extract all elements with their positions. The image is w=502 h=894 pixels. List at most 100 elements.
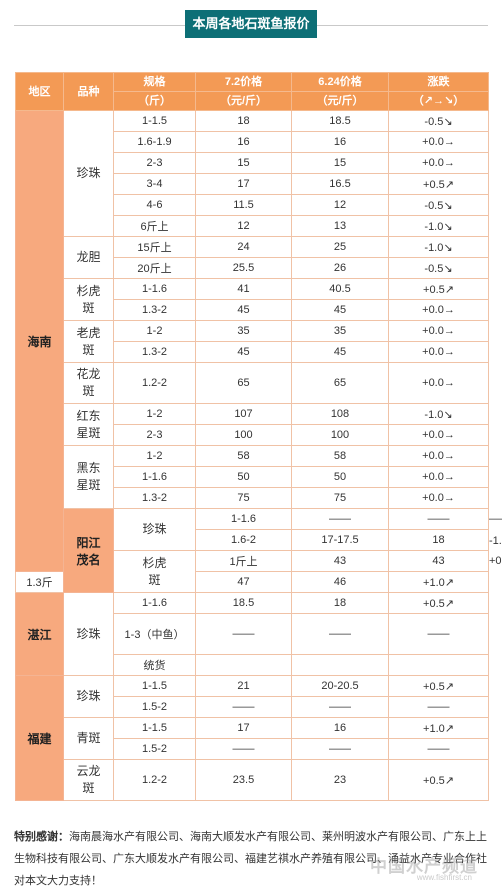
- price-b-cell: 16.5: [291, 173, 389, 195]
- price-a-cell: 23.5: [195, 759, 292, 801]
- variety-cell: 杉虎斑: [63, 278, 114, 321]
- price-a-cell: ——: [291, 508, 389, 530]
- header-change: 涨跌: [388, 72, 489, 92]
- price-a-cell: 75: [195, 487, 292, 509]
- spec-cell: 4-6: [113, 194, 196, 216]
- table-row: 杉虎斑 1-1.6 41 40.5 +0.5↗: [16, 278, 489, 321]
- spec-cell: 1-1.6: [195, 508, 292, 530]
- price-b-cell: 16: [291, 131, 389, 153]
- price-a-cell: 35: [195, 320, 292, 342]
- price-b-cell: 16: [291, 717, 389, 739]
- price-a-cell: 11.5: [195, 194, 292, 216]
- change-cell: +1.0↗: [388, 717, 489, 739]
- change-cell: +0.0→: [388, 341, 489, 363]
- table-row: 1.6-1.9 16 16 +0.0→: [16, 131, 489, 153]
- change-cell: -0.5↘: [388, 194, 489, 216]
- title-banner: 本周各地石斑鱼报价: [0, 0, 502, 44]
- spec-cell: 1-3（中鱼）: [113, 613, 196, 655]
- price-a-cell: 17: [195, 717, 292, 739]
- price-a-cell: [195, 654, 292, 676]
- change-cell: +0.0→: [388, 299, 489, 321]
- change-cell: +0.0→: [388, 424, 489, 446]
- table-row: 1.3-2 45 45 +0.0→: [16, 299, 489, 321]
- table-row: 云龙斑 1.2-2 23.5 23 +0.5↗: [16, 759, 489, 801]
- table-row: 1-1.6 50 50 +0.0→: [16, 466, 489, 488]
- change-cell: -1.0↘: [388, 403, 489, 425]
- price-b-cell: 18.5: [291, 110, 389, 132]
- price-b-cell: 45: [291, 299, 389, 321]
- change-cell: -0.5↘: [388, 257, 489, 279]
- spec-cell: 1-1.5: [113, 717, 196, 739]
- table-row: 老虎斑 1-2 35 35 +0.0→: [16, 320, 489, 363]
- table-row: 统货: [16, 654, 489, 676]
- variety-cell: 青斑: [63, 717, 114, 760]
- price-b-cell: [291, 654, 389, 676]
- watermark-url: www.fishfirst.cn: [416, 873, 472, 882]
- price-b-cell: 65: [291, 362, 389, 404]
- spec-cell: 1-1.6: [113, 466, 196, 488]
- table-row: 海南 珍珠 1-1.5 18 18.5 -0.5↘: [15, 110, 489, 572]
- price-a-cell: 65: [195, 362, 292, 404]
- acknowledgement-text: 海南晨海水产有限公司、海南大顺发水产有限公司、莱州明波水产有限公司、广东上上生物…: [14, 831, 487, 887]
- spec-cell: 1.3-2: [113, 299, 196, 321]
- spec-cell: 2-3: [113, 424, 196, 446]
- spec-cell: 2-3: [113, 152, 196, 174]
- price-a-cell: 12: [195, 215, 292, 237]
- header-variety: 品种: [63, 72, 114, 111]
- price-table: 地区 品种 规格 7.2价格 6.24价格 涨跌 （斤） （元/斤） （元/斤）…: [15, 72, 502, 801]
- change-cell: -0.5↘: [388, 110, 489, 132]
- price-a-cell: 47: [195, 571, 292, 593]
- spec-cell: 6斤上: [113, 215, 196, 237]
- price-a-cell: 17: [195, 173, 292, 195]
- table-row: 2-3 100 100 +0.0→: [16, 424, 489, 446]
- change-cell: +0.0→: [388, 487, 489, 509]
- price-a-cell: ——: [195, 613, 292, 655]
- price-b-cell: 20-20.5: [291, 675, 389, 697]
- change-cell: +0.0→: [388, 152, 489, 174]
- variety-cell: 珍珠: [63, 592, 114, 676]
- price-a-cell: 18: [195, 110, 292, 132]
- watermark-logo: 中国水产频道: [370, 857, 478, 876]
- price-b-cell: 15: [291, 152, 389, 174]
- region-cell: 福建: [15, 675, 64, 801]
- spec-cell: 1-1.5: [113, 675, 196, 697]
- change-cell: +0.5↗: [388, 592, 489, 614]
- change-cell: -1.0↘: [388, 236, 489, 258]
- spec-cell: 15斤上: [113, 236, 196, 258]
- region-cell: 湛江: [15, 592, 64, 676]
- region-cell: 阳江 茂名: [63, 508, 114, 593]
- table-row: 黑东 星斑 1-2 58 58 +0.0→: [16, 445, 489, 509]
- price-b-cell: 58: [291, 445, 389, 467]
- spec-cell: 3-4: [113, 173, 196, 195]
- price-b-cell: 12: [291, 194, 389, 216]
- variety-cell: 龙胆: [63, 236, 114, 279]
- region-cell: 海南: [15, 110, 64, 572]
- spec-cell: 1.3-2: [113, 341, 196, 363]
- variety-cell: 红东 星斑: [63, 403, 114, 446]
- spec-cell: 1-2: [113, 445, 196, 467]
- table-row: 1.6-217-17.518-1.0↘: [16, 529, 502, 551]
- change-cell: +0.0→: [388, 445, 489, 467]
- price-a-cell: ——: [195, 696, 292, 718]
- variety-cell: 老虎斑: [63, 320, 114, 363]
- price-b-cell: 13: [291, 215, 389, 237]
- price-b-cell: 18: [388, 529, 489, 551]
- price-a-cell: 18.5: [195, 592, 292, 614]
- header-change-unit: （↗→↘）: [388, 91, 489, 111]
- price-a-cell: 50: [195, 466, 292, 488]
- price-a-cell: 25.5: [195, 257, 292, 279]
- price-a-cell: 107: [195, 403, 292, 425]
- table-row: 龙胆 15斤上 24 25 -1.0↘: [16, 236, 489, 279]
- price-b-cell: 50: [291, 466, 389, 488]
- change-cell: ——: [388, 613, 489, 655]
- variety-cell: 花龙斑: [63, 362, 114, 404]
- table-row: 花龙斑 1.2-2 65 65 +0.0→: [16, 362, 489, 404]
- spec-cell: 1.5-2: [113, 696, 196, 718]
- price-b-cell: 100: [291, 424, 389, 446]
- price-b-cell: 35: [291, 320, 389, 342]
- table-row: 1.3斤 47 46 +1.0↗: [15, 571, 489, 593]
- change-cell: +1.0↗: [388, 571, 489, 593]
- variety-cell: 云龙斑: [63, 759, 114, 801]
- spec-cell: 1-1.6: [113, 592, 196, 614]
